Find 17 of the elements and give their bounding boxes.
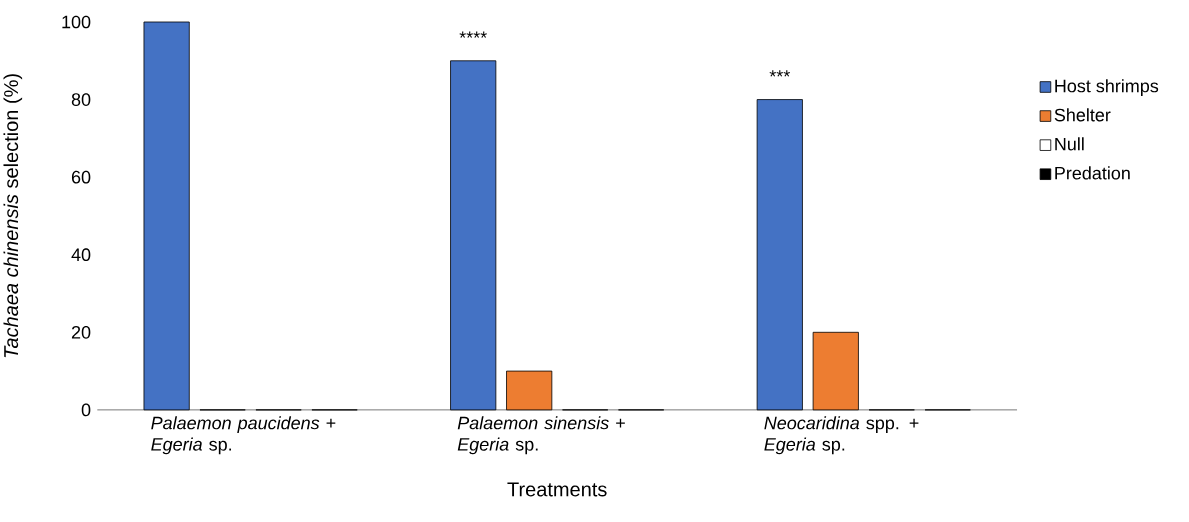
y-tick-label: 40 — [71, 248, 91, 262]
y-axis-title: Tachaea chinensis selection (%) — [3, 74, 23, 358]
category-label: Palaemon paucidens + Egeria sp. — [151, 416, 336, 455]
legend-label: Shelter — [1054, 108, 1111, 122]
y-tick-label: 80 — [71, 93, 91, 107]
category-label: Palaemon sinensis + Egeria sp. — [457, 416, 625, 455]
annotation: **** — [459, 31, 487, 38]
y-tick-label: 60 — [71, 170, 91, 184]
annotation: *** — [769, 70, 791, 77]
y-tick-label: 0 — [81, 403, 91, 417]
y-tick-label: 100 — [62, 15, 91, 29]
category-label: Neocaridina spp. + Egeria sp. — [764, 416, 919, 455]
legend-label: Null — [1055, 137, 1084, 151]
y-tick-label: 20 — [71, 326, 91, 339]
legend-label: Host shrimps — [1055, 79, 1159, 96]
legend-label: Predation — [1055, 166, 1130, 180]
x-axis-title: Treatments — [507, 482, 607, 497]
